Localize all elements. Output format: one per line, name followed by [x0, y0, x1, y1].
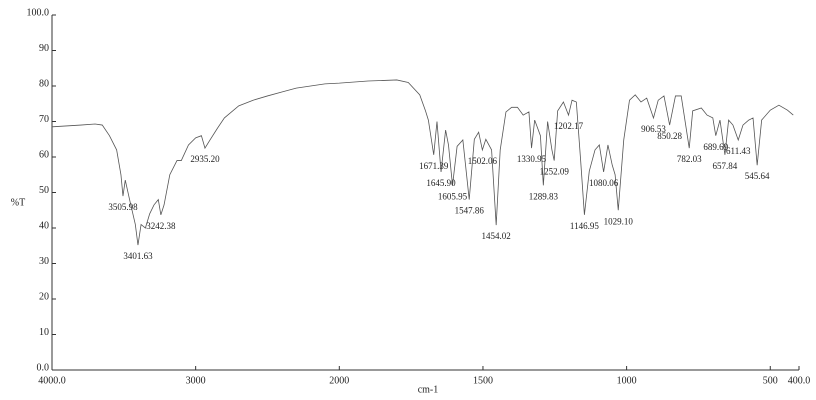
y-tick-label: 30 — [39, 256, 49, 267]
peak-label: 782.03 — [677, 154, 702, 164]
peak-label: 1502.06 — [468, 156, 498, 166]
peak-label: 545.64 — [745, 171, 770, 181]
peak-label: 1146.95 — [570, 221, 599, 231]
x-tick-label: 4000.0 — [38, 375, 66, 386]
peak-label: 3505.98 — [108, 202, 138, 212]
peak-label: 1252.09 — [540, 167, 570, 177]
peak-label: 906.53 — [641, 124, 666, 134]
y-tick-label: 80 — [39, 78, 49, 89]
peak-label: 1645.90 — [426, 178, 456, 188]
x-tick-label: 500 — [763, 375, 778, 386]
peak-label: 3242.38 — [146, 221, 176, 231]
peak-label: 1202.17 — [554, 121, 584, 131]
y-tick-label: 20 — [39, 291, 49, 302]
y-tick-label: 70 — [39, 114, 49, 125]
x-tick-label: 2000 — [329, 375, 349, 386]
peak-label: 1289.83 — [529, 191, 559, 201]
x-tick-label: 1500 — [473, 375, 493, 386]
peak-label: 689.69 — [703, 142, 728, 152]
peak-label: 1671.39 — [419, 161, 449, 171]
y-tick-label: 10 — [39, 327, 49, 338]
peak-label: 850.28 — [657, 131, 682, 141]
y-tick-label: 90 — [39, 43, 49, 54]
spectrum-line — [51, 79, 794, 246]
peak-label: 1080.06 — [589, 178, 619, 188]
y-tick-label: 0.0 — [37, 362, 50, 373]
x-tick-label: 1000 — [617, 375, 637, 386]
y-axis-label: %T — [11, 197, 25, 208]
peak-label: 2935.20 — [190, 154, 220, 164]
peak-label: 1029.10 — [604, 216, 634, 226]
peak-label: 3401.63 — [123, 251, 153, 261]
x-tick-label: 400.0 — [788, 375, 811, 386]
y-tick-label: 60 — [39, 149, 49, 160]
peak-label: 1547.86 — [455, 206, 485, 216]
y-tick-label: 100.0 — [27, 7, 50, 18]
peak-label: 1330.95 — [517, 154, 547, 164]
x-tick-label: 3000 — [186, 375, 206, 386]
y-tick-label: 50 — [39, 185, 49, 196]
peak-label: 1605.95 — [438, 191, 468, 201]
y-tick-label: 40 — [39, 220, 49, 231]
peak-label: 611.43 — [726, 146, 751, 156]
peak-label: 657.84 — [713, 161, 738, 171]
peak-label: 1454.02 — [482, 231, 511, 241]
x-axis-label: cm-1 — [418, 384, 439, 395]
